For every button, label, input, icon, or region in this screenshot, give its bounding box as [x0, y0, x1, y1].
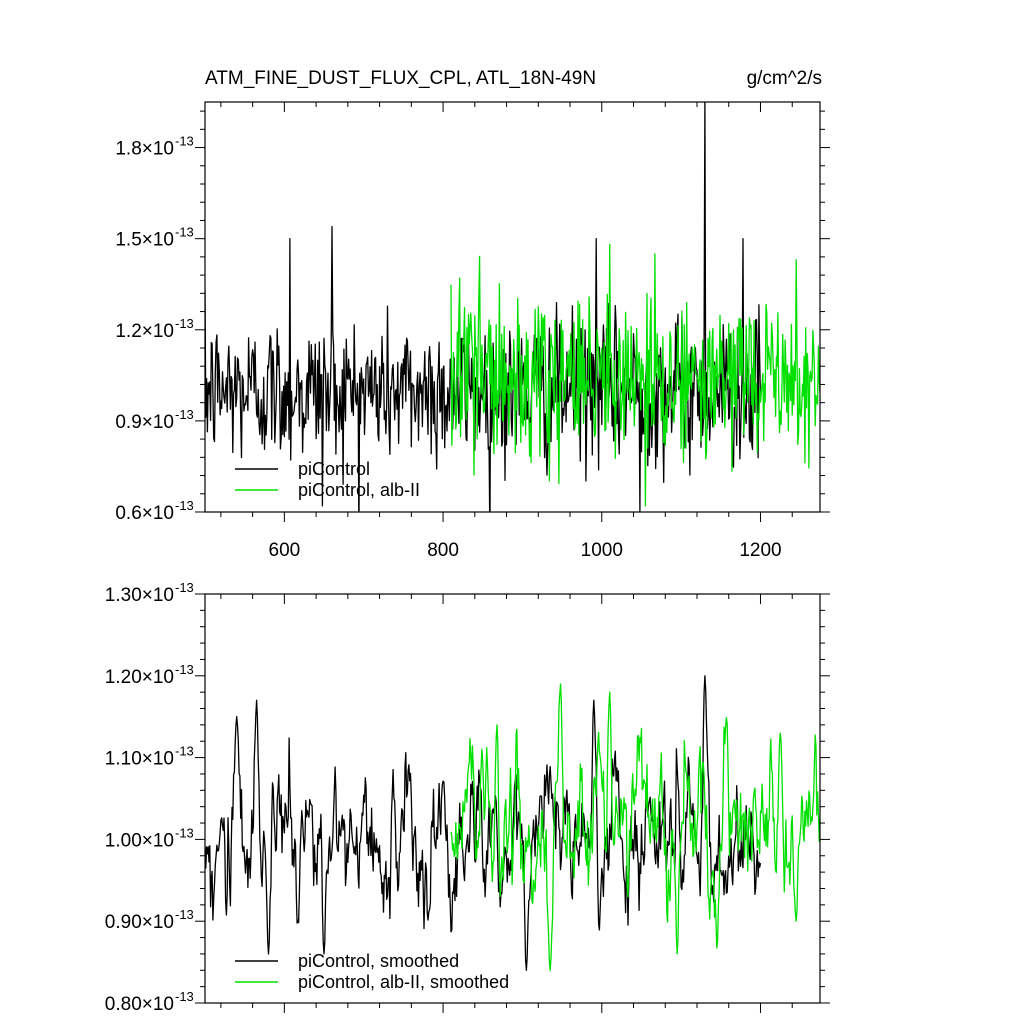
y-tick-exponent: -13: [175, 989, 194, 1004]
y-tick-exponent: -13: [175, 744, 194, 759]
y-tick-label: 0.80×10: [105, 994, 174, 1015]
y-tick-label: 0.9×10: [115, 412, 174, 433]
chart-units: g/cm^2/s: [747, 68, 822, 89]
plot-frame: [204, 101, 821, 513]
y-tick-exponent: -13: [175, 498, 194, 513]
y-tick-exponent: -13: [175, 134, 194, 149]
legend-label: piControl, alb-II, smoothed: [298, 972, 509, 992]
chart-title: ATM_FINE_DUST_FLUX_CPL, ATL_18N-49N: [205, 68, 596, 89]
x-tick-label: 1200: [739, 540, 781, 561]
x-tick-label: 1000: [581, 540, 623, 561]
y-tick-label: 1.20×10: [105, 667, 174, 688]
y-tick-exponent: -13: [175, 907, 194, 922]
y-tick-exponent: -13: [175, 225, 194, 240]
y-tick-exponent: -13: [175, 662, 194, 677]
x-tick-label: 800: [427, 540, 459, 561]
x-tick-label: 600: [269, 540, 301, 561]
y-tick-label: 1.2×10: [115, 321, 174, 342]
series-line-1: [205, 102, 762, 512]
y-tick-label: 1.00×10: [105, 830, 174, 851]
y-tick-exponent: -13: [175, 825, 194, 840]
y-tick-label: 1.10×10: [105, 749, 174, 770]
y-tick-label: 1.5×10: [115, 230, 174, 251]
series-line-2: [450, 244, 820, 507]
y-tick-label: 0.6×10: [115, 503, 174, 524]
y-tick-label: 1.8×10: [115, 139, 174, 160]
series-line-1: [205, 675, 762, 971]
plot-frame: [204, 593, 821, 1004]
y-tick-exponent: -13: [175, 407, 194, 422]
y-tick-label: 1.30×10: [105, 585, 174, 606]
y-tick-exponent: -13: [175, 580, 194, 595]
legend-label: piControl, alb-II: [298, 480, 420, 500]
y-tick-exponent: -13: [175, 316, 194, 331]
legend-label: piControl, smoothed: [298, 951, 459, 971]
y-tick-label: 0.90×10: [105, 912, 174, 933]
bottom-panel: 0.80×10 -130.90×10 -131.00×10 -131.10×10 -13…: [105, 580, 830, 1015]
legend-label: piControl: [298, 459, 370, 479]
series-line-2: [450, 683, 820, 971]
